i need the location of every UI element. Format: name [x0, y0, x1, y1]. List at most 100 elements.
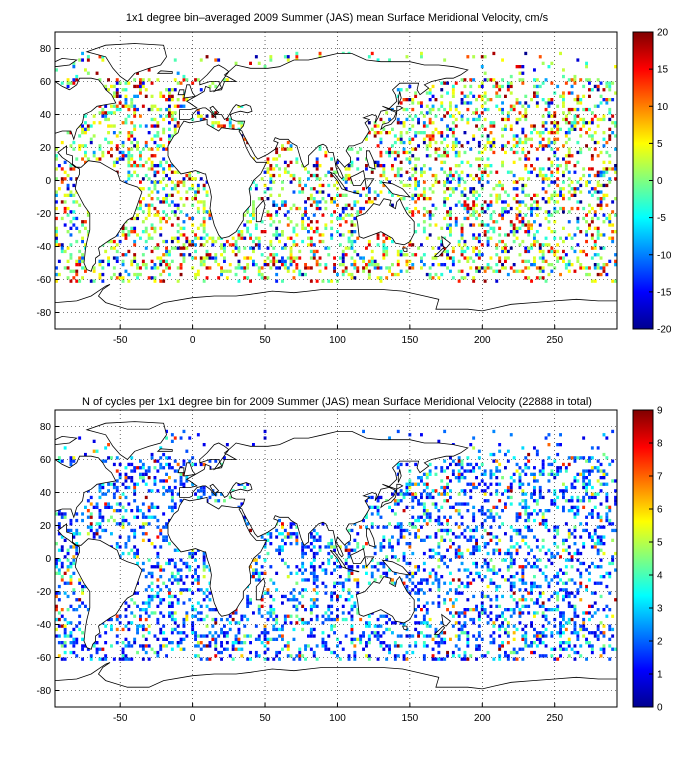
data-cell — [272, 256, 276, 260]
data-cell — [521, 223, 525, 227]
data-cell — [504, 200, 507, 204]
data-cell — [550, 98, 554, 102]
data-cell — [550, 608, 554, 612]
data-cell — [194, 243, 197, 247]
data-cell — [309, 256, 313, 260]
data-cell — [336, 637, 339, 641]
data-cell — [72, 81, 76, 85]
data-cell — [176, 81, 180, 85]
data-cell — [338, 581, 342, 585]
data-cell — [521, 578, 525, 582]
data-cell — [147, 614, 151, 618]
data-cell — [469, 654, 473, 658]
data-cell — [350, 614, 354, 618]
data-cell — [495, 243, 499, 247]
data-cell — [501, 522, 504, 526]
data-cell — [570, 78, 574, 82]
data-cell — [506, 193, 510, 197]
data-cell — [104, 249, 108, 254]
data-cell — [318, 239, 322, 244]
data-cell — [298, 591, 302, 595]
y-tick-label: 60 — [40, 77, 52, 88]
data-cell — [269, 542, 273, 546]
data-cell — [130, 548, 134, 552]
data-cell — [81, 51, 84, 56]
data-cell — [417, 223, 420, 227]
data-cell — [466, 216, 470, 221]
data-cell — [225, 78, 229, 82]
data-cell — [283, 561, 287, 566]
data-cell — [573, 611, 577, 615]
data-cell — [156, 243, 160, 247]
data-cell — [84, 144, 87, 148]
data-cell — [176, 571, 180, 575]
data-cell — [115, 134, 119, 138]
data-cell — [405, 575, 409, 579]
data-cell — [414, 206, 418, 211]
data-cell — [165, 637, 168, 641]
data-cell — [556, 571, 560, 575]
data-cell — [472, 246, 476, 250]
data-cell — [344, 187, 348, 191]
data-cell — [411, 213, 415, 217]
data-cell — [60, 575, 64, 579]
data-cell — [420, 51, 423, 56]
data-cell — [385, 253, 389, 257]
data-cell — [570, 617, 574, 622]
data-cell — [153, 634, 157, 638]
data-cell — [469, 551, 473, 556]
data-cell — [333, 568, 336, 572]
data-cell — [434, 518, 438, 523]
data-cell — [454, 634, 458, 638]
data-cell — [463, 631, 467, 635]
data-cell — [81, 276, 84, 280]
data-cell — [492, 226, 496, 230]
data-cell — [312, 654, 316, 658]
data-cell — [275, 147, 279, 151]
data-cell — [515, 150, 519, 155]
data-cell — [359, 634, 363, 638]
data-cell — [57, 243, 61, 247]
data-cell — [121, 641, 125, 645]
data-cell — [173, 236, 177, 240]
data-cell — [422, 641, 426, 645]
data-cell — [570, 591, 574, 595]
data-cell — [570, 631, 574, 635]
data-cell — [214, 111, 218, 115]
data-cell — [263, 230, 267, 234]
data-cell — [475, 561, 478, 566]
data-cell — [556, 594, 560, 599]
data-cell — [191, 627, 195, 632]
data-cell — [84, 68, 87, 72]
data-cell — [411, 197, 415, 201]
data-cell — [475, 246, 478, 250]
data-cell — [570, 555, 574, 559]
data-cell — [535, 565, 539, 569]
data-cell — [170, 134, 174, 138]
data-cell — [162, 167, 166, 171]
data-cell — [457, 548, 461, 552]
data-cell — [307, 545, 310, 549]
data-cell — [170, 627, 174, 632]
data-cell — [318, 269, 322, 273]
data-cell — [173, 88, 177, 92]
data-cell — [593, 213, 597, 217]
data-cell — [266, 588, 270, 592]
data-cell — [530, 137, 533, 141]
data-cell — [199, 634, 203, 638]
data-cell — [472, 193, 476, 197]
data-cell — [159, 200, 163, 204]
data-cell — [411, 525, 415, 529]
data-cell — [57, 634, 61, 638]
data-cell — [176, 578, 180, 582]
data-cell — [307, 177, 310, 181]
data-cell — [130, 121, 134, 125]
data-cell — [593, 581, 597, 585]
data-cell — [466, 584, 470, 589]
data-cell — [196, 654, 200, 658]
data-cell — [509, 614, 513, 618]
data-cell — [449, 269, 452, 273]
data-cell — [391, 263, 394, 267]
data-cell — [350, 641, 354, 645]
data-cell — [214, 641, 218, 645]
